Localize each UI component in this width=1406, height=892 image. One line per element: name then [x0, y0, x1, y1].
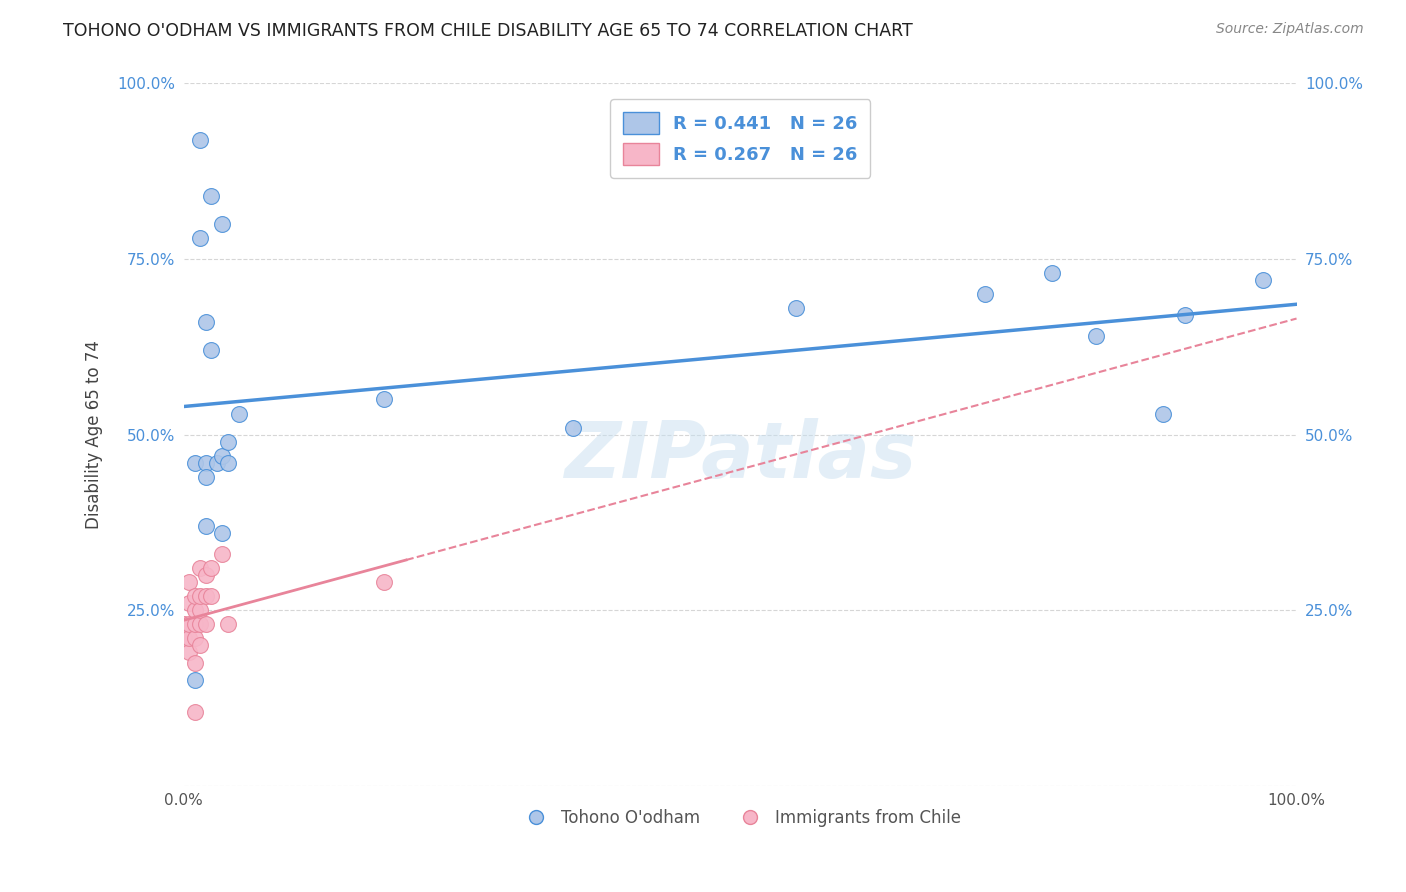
Point [973, 287, 995, 301]
Point [211, 547, 233, 561]
Point [200, 343, 222, 358]
Point [188, 589, 211, 603]
Point [217, 617, 239, 632]
Point [188, 617, 211, 632]
Point [194, 469, 217, 483]
Point [228, 407, 250, 421]
Point [188, 231, 211, 245]
Point [194, 617, 217, 632]
Point [188, 603, 211, 617]
Point [183, 617, 205, 632]
Point [785, 301, 807, 316]
Text: ZIPatlas: ZIPatlas [564, 417, 917, 493]
Point [200, 189, 222, 203]
Point [194, 315, 217, 329]
Point [188, 133, 211, 147]
Point [177, 617, 200, 632]
Point [200, 589, 222, 603]
Point [183, 656, 205, 670]
Point [211, 525, 233, 540]
Point [194, 456, 217, 470]
Point [194, 568, 217, 582]
Point [200, 561, 222, 575]
Point [1152, 407, 1174, 421]
Point [1040, 266, 1063, 280]
Point [177, 632, 200, 646]
Point [373, 392, 395, 407]
Point [183, 632, 205, 646]
Point [188, 561, 211, 575]
Point [1085, 329, 1108, 343]
Y-axis label: Disability Age 65 to 74: Disability Age 65 to 74 [86, 340, 103, 529]
Point [183, 673, 205, 688]
Point [183, 589, 205, 603]
Point [1251, 273, 1274, 287]
Point [183, 603, 205, 617]
Point [217, 456, 239, 470]
Point [177, 645, 200, 659]
Point [205, 456, 228, 470]
Text: Source: ZipAtlas.com: Source: ZipAtlas.com [1216, 22, 1364, 37]
Point [194, 589, 217, 603]
Point [177, 575, 200, 590]
Point [177, 596, 200, 610]
Point [211, 449, 233, 463]
Point [562, 420, 585, 434]
Point [211, 217, 233, 231]
Text: TOHONO O'ODHAM VS IMMIGRANTS FROM CHILE DISABILITY AGE 65 TO 74 CORRELATION CHAR: TOHONO O'ODHAM VS IMMIGRANTS FROM CHILE … [63, 22, 912, 40]
Point [373, 575, 395, 590]
Point [173, 617, 195, 632]
Point [183, 456, 205, 470]
Point [188, 638, 211, 652]
Point [183, 705, 205, 719]
Legend: Tohono O'odham, Immigrants from Chile: Tohono O'odham, Immigrants from Chile [512, 802, 967, 834]
Point [173, 632, 195, 646]
Point [217, 434, 239, 449]
Point [1174, 308, 1197, 322]
Point [194, 519, 217, 533]
